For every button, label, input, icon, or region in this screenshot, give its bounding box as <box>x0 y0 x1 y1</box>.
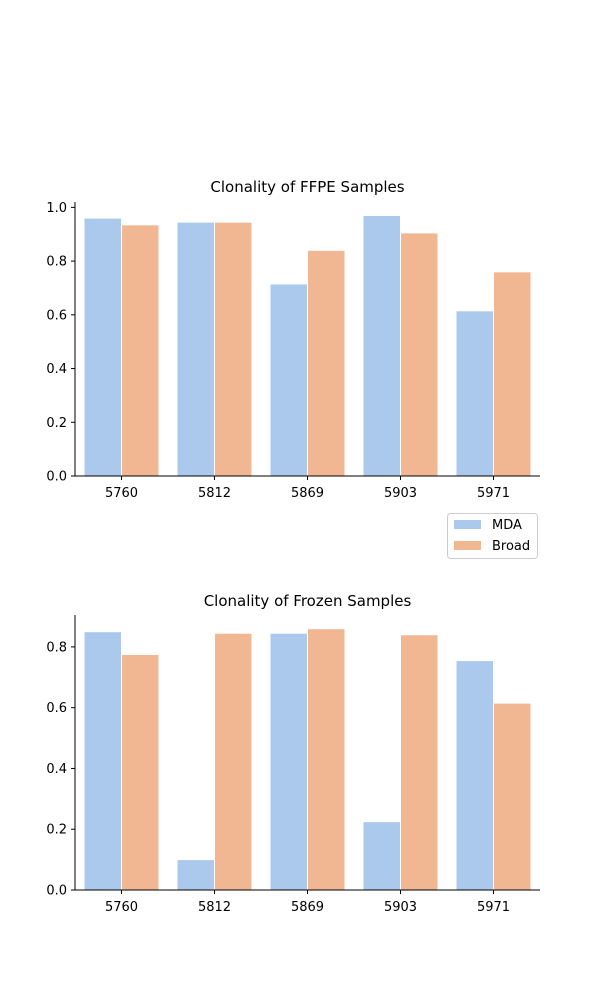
bar-mda-5760 <box>83 631 122 891</box>
y-tick-label: 0.2 <box>46 823 67 838</box>
y-tick-label: 0.0 <box>46 470 67 485</box>
bar-broad-5903 <box>400 232 439 477</box>
ffpe-chart: Clonality of FFPE Samples 0.0 0.2 0.4 0.6 0.8… <box>46 178 540 501</box>
x-tick-label: 5812 <box>198 900 231 915</box>
legend-swatch-mda <box>454 520 481 529</box>
bar-mda-5971 <box>455 310 494 477</box>
chart-title: Clonality of Frozen Samples <box>204 592 412 610</box>
x-tick-label: 5971 <box>477 900 510 915</box>
bar-broad-5812 <box>214 221 253 477</box>
legend: MDA Broad <box>447 513 538 559</box>
y-tick-label: 0.6 <box>46 308 67 323</box>
bar-mda-5812 <box>176 221 215 477</box>
y-tick-label: 1.0 <box>46 201 67 216</box>
bar-mda-5760 <box>83 217 122 477</box>
bar-mda-5812 <box>176 859 215 891</box>
bar-broad-5903 <box>400 634 439 891</box>
bar-broad-5971 <box>493 702 532 891</box>
bar-mda-5869 <box>269 632 308 891</box>
y-tick-label: 0.6 <box>46 701 67 716</box>
chart-title: Clonality of FFPE Samples <box>210 178 404 196</box>
y-tick-label: 0.0 <box>46 884 67 899</box>
bar-mda-5903 <box>362 821 401 891</box>
x-tick-label: 5971 <box>477 486 510 501</box>
bar-broad-5760 <box>121 654 160 891</box>
legend-label-mda: MDA <box>492 518 522 533</box>
y-tick-label: 0.8 <box>46 640 67 655</box>
bar-mda-5971 <box>455 660 494 891</box>
legend-swatch-broad <box>454 541 481 550</box>
x-tick-label: 5903 <box>384 486 417 501</box>
x-tick-label: 5869 <box>291 900 324 915</box>
x-tick-label: 5869 <box>291 486 324 501</box>
bar-broad-5971 <box>493 271 532 477</box>
y-tick-label: 0.4 <box>46 762 67 777</box>
bar-broad-5869 <box>307 249 346 477</box>
bar-mda-5869 <box>269 283 308 477</box>
bar-broad-5760 <box>121 224 160 477</box>
y-tick-label: 0.4 <box>46 362 67 377</box>
x-tick-label: 5903 <box>384 900 417 915</box>
x-tick-label: 5812 <box>198 486 231 501</box>
bar-broad-5812 <box>214 632 253 891</box>
bar-broad-5869 <box>307 628 346 891</box>
bar-mda-5903 <box>362 214 401 477</box>
legend-label-broad: Broad <box>492 539 530 554</box>
y-tick-label: 0.2 <box>46 416 67 431</box>
x-tick-label: 5760 <box>105 486 138 501</box>
x-tick-label: 5760 <box>105 900 138 915</box>
frozen-chart: Clonality of Frozen Samples 0.0 0.2 0.4 0.6 0… <box>46 592 540 915</box>
y-tick-label: 0.8 <box>46 255 67 270</box>
